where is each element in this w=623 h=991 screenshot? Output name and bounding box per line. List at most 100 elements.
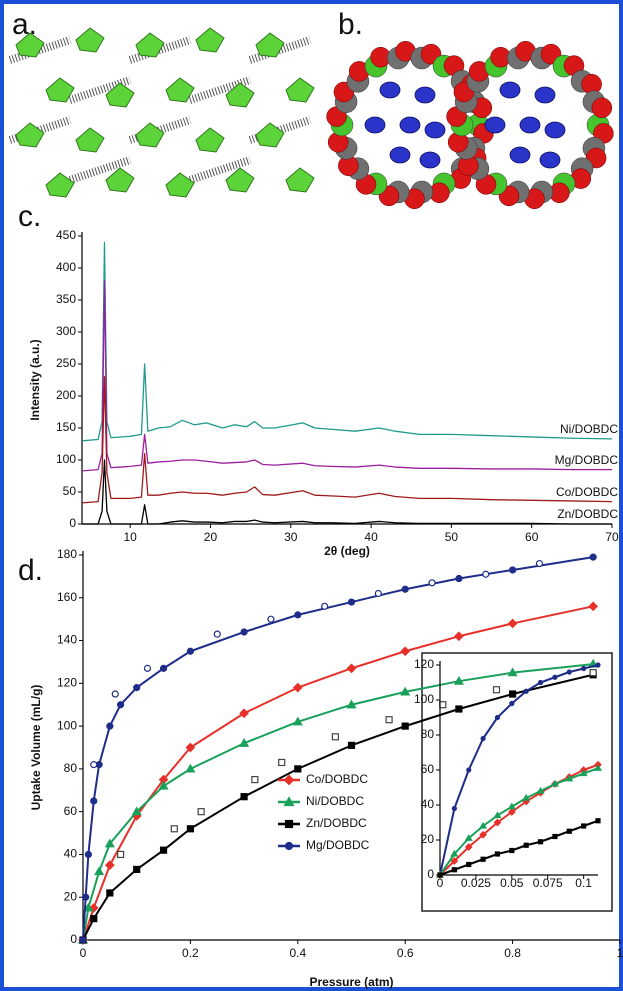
y-tick-label: 200 [56, 388, 76, 402]
marker [524, 843, 528, 847]
marker [268, 616, 274, 622]
marker [187, 648, 193, 654]
marker [241, 794, 247, 800]
y-tick-label: 120 [57, 676, 77, 690]
polyhedron [196, 28, 224, 52]
y-tick-label: 400 [56, 260, 76, 274]
marker [509, 619, 517, 627]
y-tick-label: 0 [427, 867, 434, 881]
y-tick-label: 180 [57, 547, 77, 561]
x-tick-label: 70 [605, 530, 619, 544]
marker [495, 852, 499, 856]
y-tick-label: 40 [64, 847, 78, 861]
polyhedron [76, 28, 104, 52]
marker [493, 687, 499, 693]
marker [438, 873, 442, 877]
marker [596, 663, 600, 667]
marker [107, 890, 113, 896]
marker [332, 734, 338, 740]
y-tick-label: 250 [56, 356, 76, 370]
structure-images [10, 28, 613, 209]
y-tick-label: 100 [57, 718, 77, 732]
legend-label: Mg/DOBDC [306, 838, 370, 852]
marker [452, 868, 456, 872]
marker [187, 826, 193, 832]
marker [285, 776, 294, 785]
marker [567, 829, 571, 833]
marker [161, 847, 167, 853]
guest-molecule [510, 147, 530, 163]
x-tick-label: 0.2 [182, 946, 199, 960]
marker [590, 554, 596, 560]
marker [241, 629, 247, 635]
marker [467, 768, 471, 772]
polyhedron [76, 128, 104, 152]
x-tick-label: 0 [80, 946, 87, 960]
panel-label: d. [18, 554, 43, 587]
marker [279, 759, 285, 765]
x-tick-label: 0.1 [575, 876, 592, 890]
inset-frame [422, 653, 612, 911]
marker [294, 684, 302, 692]
y-tick-label: 100 [414, 692, 434, 706]
panel-label: b. [338, 8, 363, 41]
marker [112, 691, 118, 697]
guest-molecule [420, 152, 440, 168]
y-axis-label: Uptake Volume (mL/g) [29, 685, 43, 811]
marker [91, 916, 97, 922]
series-label: Ni/DOBDC [560, 422, 618, 436]
marker [286, 821, 293, 828]
y-axis-label: Intensity (a.u.) [28, 339, 42, 420]
marker [214, 631, 220, 637]
marker [95, 868, 103, 875]
x-tick-label: 50 [445, 530, 459, 544]
marker [510, 702, 514, 706]
x-tick-label: 20 [204, 530, 218, 544]
marker [440, 702, 446, 708]
guest-molecule [500, 82, 520, 98]
marker [539, 840, 543, 844]
marker [349, 742, 355, 748]
x-tick-label: 0.025 [461, 876, 491, 890]
polyhedron [196, 128, 224, 152]
marker [386, 717, 392, 723]
y-tick-label: 350 [56, 292, 76, 306]
y-tick-label: 80 [421, 727, 435, 741]
marker [107, 723, 113, 729]
marker [536, 561, 542, 567]
polyhedron [286, 168, 314, 192]
legend-label: Zn/DOBDC [306, 816, 367, 830]
marker [455, 632, 463, 640]
x-tick-label: 60 [525, 530, 539, 544]
polyhedron [106, 168, 134, 192]
marker [322, 603, 328, 609]
y-tick-label: 120 [414, 657, 434, 671]
marker [582, 667, 586, 671]
polyhedron [286, 78, 314, 102]
y-tick-label: 0 [69, 516, 76, 530]
marker [596, 819, 600, 823]
marker [452, 807, 456, 811]
guest-molecule [545, 122, 565, 138]
marker [83, 894, 89, 900]
y-tick-label: 450 [56, 228, 76, 242]
x-tick-label: 10 [124, 530, 138, 544]
marker [91, 762, 97, 768]
marker [198, 809, 204, 815]
guest-molecule [535, 87, 555, 103]
figure: a. b. c. d. 0501001502002503003504004501… [0, 0, 623, 991]
y-tick-label: 0 [70, 932, 77, 946]
marker [553, 675, 557, 679]
x-axis-label: Pressure (atm) [309, 975, 393, 989]
y-tick-label: 20 [64, 889, 78, 903]
y-tick-label: 150 [56, 420, 76, 434]
x-tick-label: 30 [284, 530, 298, 544]
marker [510, 567, 516, 573]
marker [481, 737, 485, 741]
marker [144, 665, 150, 671]
guest-molecule [540, 152, 560, 168]
y-tick-label: 60 [64, 804, 78, 818]
legend-label: Co/DOBDC [306, 772, 368, 786]
polyhedron [136, 123, 164, 147]
x-tick-label: 40 [364, 530, 378, 544]
